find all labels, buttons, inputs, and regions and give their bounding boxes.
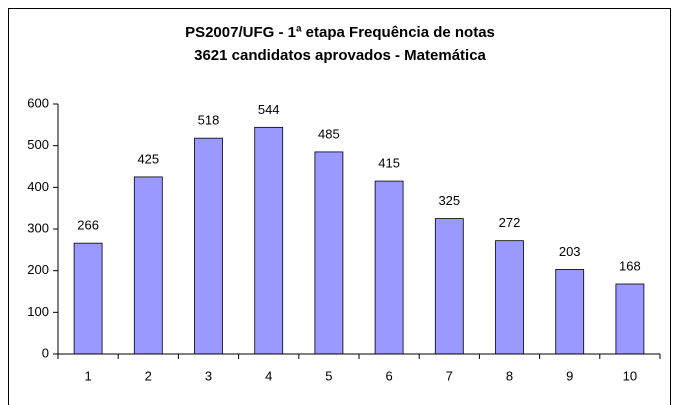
bar bbox=[555, 269, 585, 355]
bar bbox=[254, 126, 284, 355]
data-label: 485 bbox=[318, 126, 340, 141]
chart-subtitle: 3621 candidatos aprovados - Matemática bbox=[194, 47, 486, 64]
y-tick-label: 300 bbox=[27, 220, 49, 235]
data-label: 272 bbox=[499, 215, 521, 230]
x-tick-label: 4 bbox=[265, 368, 272, 383]
x-tick-label: 3 bbox=[205, 368, 212, 383]
data-label: 544 bbox=[258, 102, 280, 117]
x-tick-label: 10 bbox=[623, 368, 637, 383]
data-label: 425 bbox=[137, 151, 159, 166]
x-tick-label: 5 bbox=[325, 368, 332, 383]
bar bbox=[374, 180, 404, 355]
y-tick-label: 400 bbox=[27, 179, 49, 194]
x-tick-label: 7 bbox=[446, 368, 453, 383]
y-tick-label: 100 bbox=[27, 304, 49, 319]
bar bbox=[73, 242, 103, 355]
x-tick-label: 8 bbox=[506, 368, 513, 383]
y-tick-label: 600 bbox=[27, 95, 49, 110]
y-tick-label: 500 bbox=[27, 137, 49, 152]
bar bbox=[194, 137, 223, 355]
x-tick-label: 6 bbox=[385, 368, 392, 383]
bar bbox=[434, 218, 464, 355]
y-tick-label: 0 bbox=[42, 345, 49, 360]
data-label: 266 bbox=[77, 218, 99, 233]
x-tick-label: 9 bbox=[566, 368, 573, 383]
x-tick-label: 2 bbox=[145, 368, 152, 383]
data-label: 168 bbox=[619, 258, 641, 273]
data-label: 203 bbox=[559, 244, 581, 259]
data-label: 518 bbox=[198, 113, 220, 128]
y-tick-label: 200 bbox=[27, 262, 49, 277]
data-label: 325 bbox=[438, 193, 460, 208]
bar bbox=[615, 283, 645, 355]
chart-title: PS2007/UFG - 1ª etapa Frequência de nota… bbox=[185, 24, 495, 41]
bar bbox=[133, 176, 163, 355]
bar bbox=[314, 151, 344, 355]
bar bbox=[495, 240, 524, 355]
data-label: 415 bbox=[378, 156, 400, 171]
x-tick-label: 1 bbox=[84, 368, 91, 383]
